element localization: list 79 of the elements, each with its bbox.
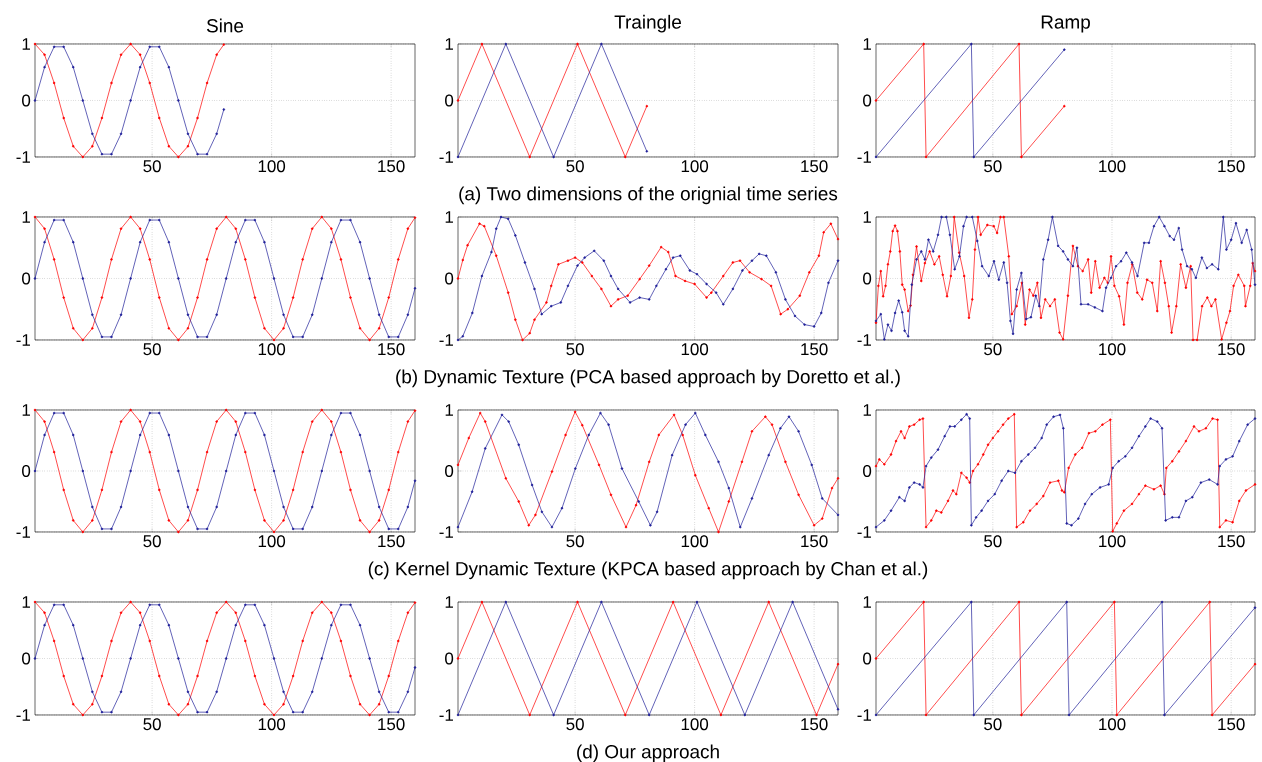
x-tick-label: 150 [378, 535, 405, 548]
y-tick-label: 0 [863, 652, 872, 665]
x-tick-label: 50 [984, 343, 1002, 356]
y-tick-label: 0 [22, 272, 31, 285]
x-tick-label: 100 [681, 343, 709, 356]
x-tick-label: 150 [1218, 535, 1245, 548]
y-tick-label: -1 [16, 151, 30, 163]
y-tick-label: -1 [857, 526, 871, 538]
chart-title: Traingle [614, 14, 681, 33]
text: (a) Two dimensions of the orignial time series [459, 186, 838, 205]
x-tick-label: 150 [378, 160, 405, 173]
x-tick-label: 150 [801, 718, 828, 731]
x-tick-label: 50 [143, 718, 161, 731]
y-tick-label: 1 [863, 404, 871, 416]
x-tick-label: 50 [143, 535, 161, 548]
y-tick-label: 0 [863, 272, 872, 285]
y-tick-label: -1 [439, 151, 453, 163]
x-tick-label: 50 [984, 160, 1002, 173]
y-tick-label: -1 [16, 334, 30, 346]
y-tick-label: 1 [22, 38, 30, 50]
x-tick-label: 100 [681, 535, 709, 548]
x-tick-label: 150 [801, 160, 828, 173]
x-tick-label: 50 [143, 160, 161, 173]
x-tick-label: 150 [378, 343, 405, 356]
y-tick-label: 1 [863, 596, 871, 608]
text: (b) Dynamic Texture (PCA based approach by Doretto et al.) [396, 369, 900, 388]
y-tick-label: -1 [439, 709, 453, 721]
y-tick-label: 1 [445, 404, 453, 416]
x-tick-label: 50 [566, 160, 584, 173]
x-tick-label: 150 [1218, 718, 1245, 731]
text: (d) Our approach [577, 744, 719, 762]
y-tick-label: 1 [445, 38, 453, 50]
x-tick-label: 100 [258, 535, 286, 548]
y-tick-label: 0 [22, 652, 31, 665]
x-tick-label: 100 [681, 160, 709, 173]
y-tick-label: -1 [16, 709, 30, 721]
y-tick-label: 0 [22, 464, 31, 477]
y-tick-label: 0 [22, 94, 31, 107]
y-tick-label: 1 [445, 596, 453, 608]
y-tick-label: -1 [439, 526, 453, 538]
y-tick-label: -1 [439, 334, 453, 346]
y-tick-label: 1 [445, 211, 453, 223]
y-tick-label: 0 [863, 464, 872, 477]
x-tick-label: 50 [566, 535, 584, 548]
y-tick-label: 0 [445, 652, 454, 665]
text: (c) Kernel Dynamic Texture (KPCA based approach by Chan et al.) [368, 561, 928, 580]
y-tick-label: 1 [22, 211, 30, 223]
x-tick-label: 100 [258, 160, 286, 173]
y-tick-label: 0 [863, 94, 872, 107]
x-tick-label: 50 [984, 718, 1002, 731]
chart-title: Ramp [1041, 15, 1090, 33]
y-tick-label: -1 [16, 526, 30, 538]
x-tick-label: 100 [1099, 343, 1126, 356]
y-tick-label: 1 [863, 211, 871, 223]
x-tick-label: 150 [801, 535, 828, 548]
y-tick-label: -1 [857, 334, 871, 346]
x-tick-label: 50 [984, 535, 1002, 548]
y-tick-label: 0 [445, 464, 454, 477]
x-tick-label: 100 [1099, 718, 1126, 731]
x-tick-label: 150 [378, 718, 405, 731]
x-tick-label: 150 [1218, 160, 1245, 173]
x-tick-label: 100 [258, 718, 286, 731]
y-tick-label: 0 [445, 272, 454, 285]
y-tick-label: 1 [863, 38, 871, 50]
x-tick-label: 50 [566, 343, 584, 356]
x-tick-label: 50 [566, 718, 584, 731]
y-tick-label: 1 [22, 596, 30, 608]
chart-title: Sine [206, 18, 244, 33]
x-tick-label: 50 [143, 343, 161, 356]
x-tick-label: 100 [681, 718, 709, 731]
y-tick-label: 1 [22, 404, 30, 416]
x-tick-label: 150 [801, 343, 828, 356]
x-tick-label: 100 [258, 343, 286, 356]
x-tick-label: 150 [1218, 343, 1245, 356]
x-tick-label: 100 [1099, 160, 1126, 173]
y-tick-label: -1 [857, 709, 871, 721]
y-tick-label: -1 [857, 151, 871, 163]
y-tick-label: 0 [445, 94, 454, 107]
x-tick-label: 100 [1099, 535, 1126, 548]
